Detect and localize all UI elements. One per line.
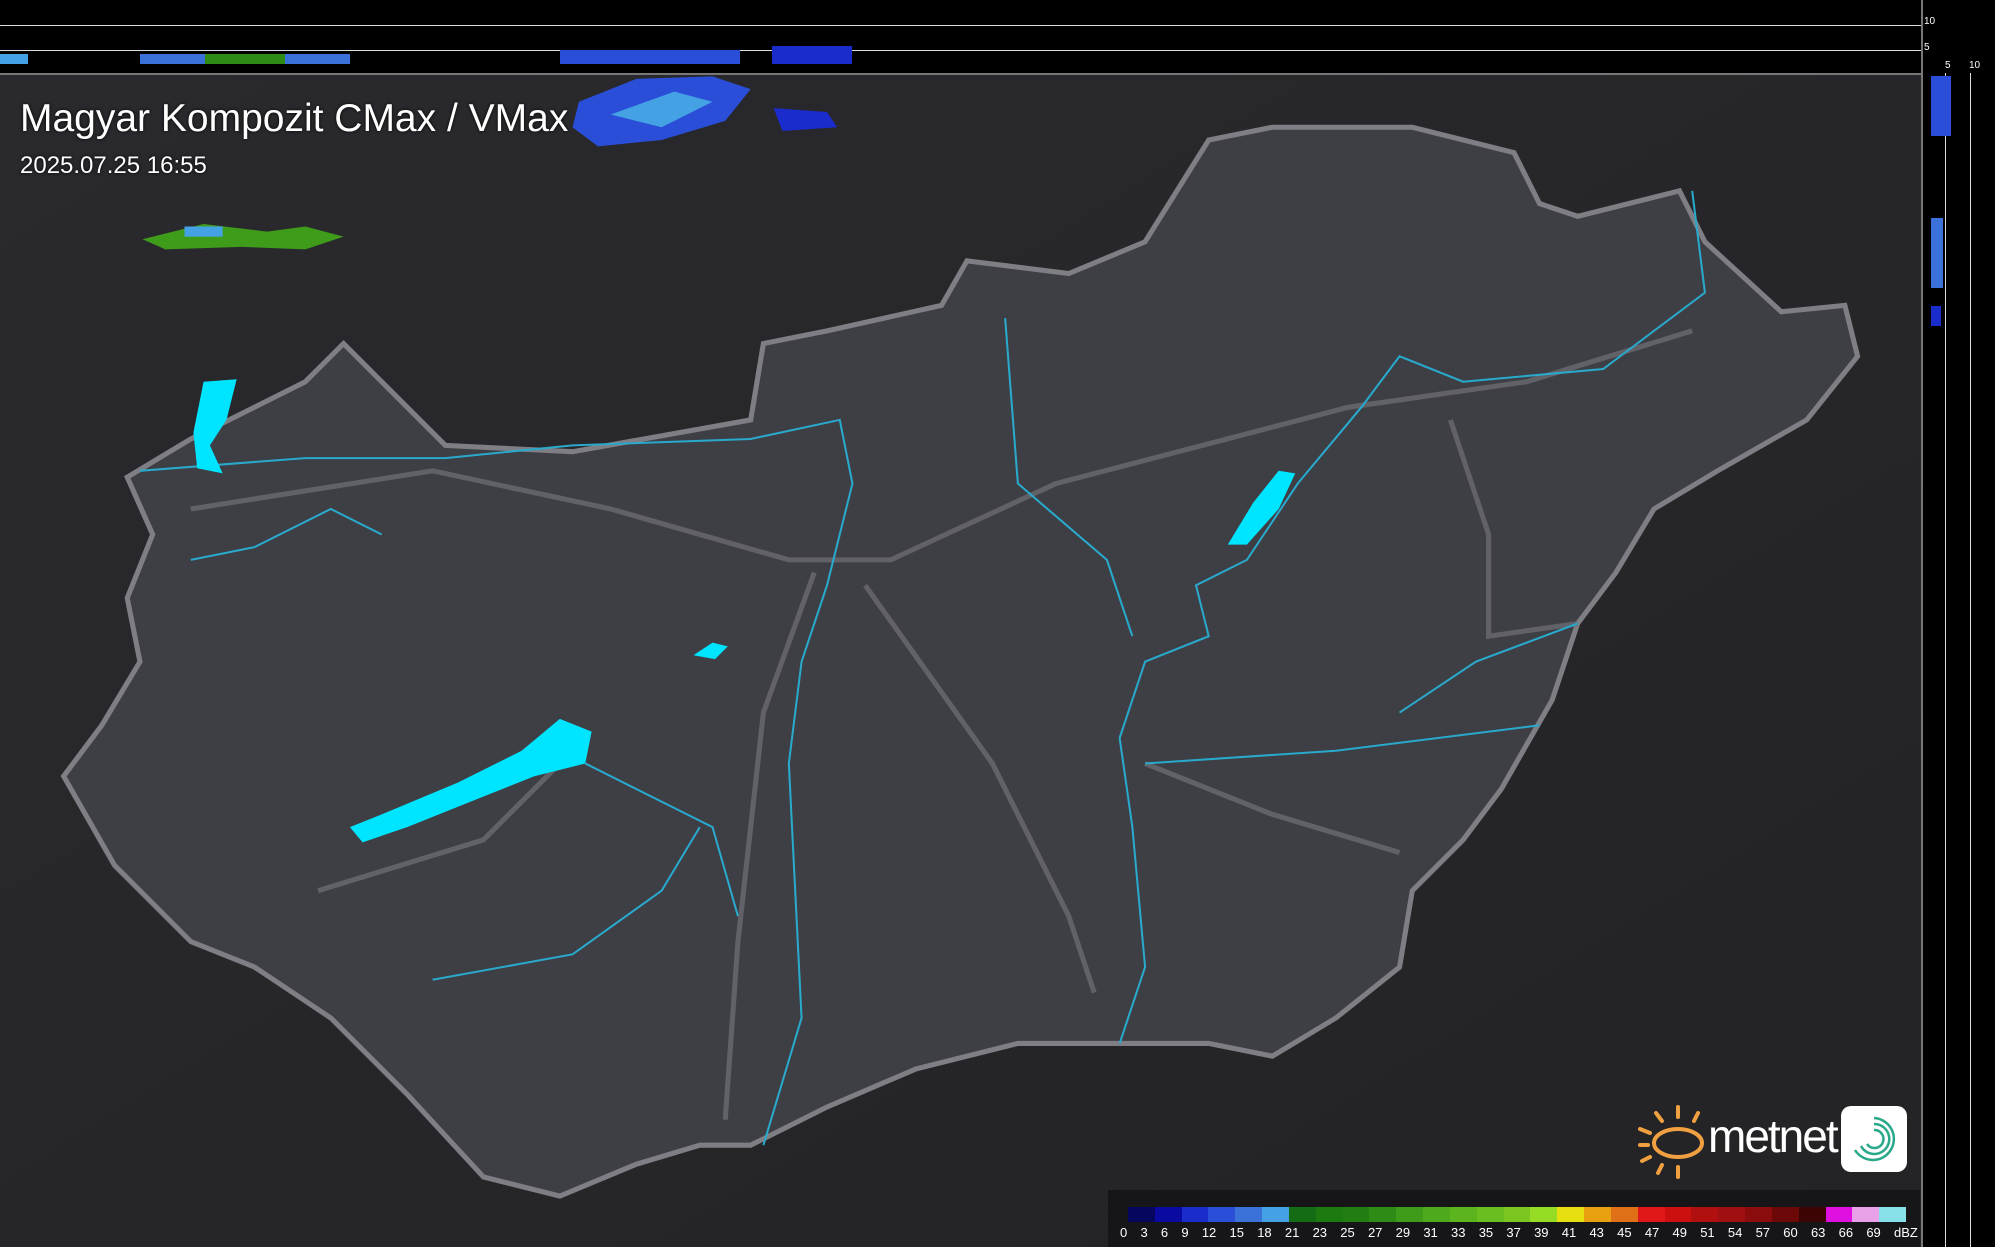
legend-swatch: [1745, 1207, 1772, 1222]
legend-swatch: [1396, 1207, 1424, 1222]
legend-swatch: [1825, 1207, 1853, 1222]
echo-profile: [1931, 218, 1943, 288]
legend-label: 54: [1727, 1225, 1743, 1240]
legend-label: 43: [1589, 1225, 1604, 1240]
legend-swatch: [1154, 1207, 1182, 1222]
legend-label: 0: [1120, 1225, 1128, 1240]
legend-label: 29: [1395, 1225, 1411, 1240]
legend-label: 3: [1140, 1225, 1148, 1240]
legend-label: 37: [1506, 1225, 1521, 1240]
legend-swatch: [1128, 1207, 1155, 1222]
legend-label: 57: [1755, 1225, 1771, 1240]
legend-label: 15: [1229, 1225, 1244, 1240]
axis-label: 10: [1924, 16, 1936, 27]
legend-swatch: [1530, 1207, 1558, 1222]
legend-label: 39: [1534, 1225, 1549, 1240]
legend-color-bar: [1128, 1207, 1907, 1222]
legend-swatch: [1449, 1207, 1477, 1222]
top-profile-strip: [0, 0, 1921, 75]
legend-swatch: [1664, 1207, 1692, 1222]
legend-label: 18: [1257, 1225, 1272, 1240]
app-icon: [1841, 1106, 1907, 1172]
brand-name: metnet: [1708, 1110, 1839, 1162]
gridline: [0, 25, 1921, 26]
legend-label: 9: [1181, 1225, 1189, 1240]
legend-label: 12: [1201, 1225, 1217, 1240]
legend-swatch: [1771, 1207, 1799, 1222]
gridline: [0, 50, 1921, 51]
axis-label: 10: [1969, 60, 1981, 71]
timestamp: 2025.07.25 16:55: [20, 152, 207, 179]
echo-profile: [772, 46, 852, 64]
legend-swatch: [1342, 1207, 1370, 1222]
legend-label: 31: [1423, 1225, 1438, 1240]
legend-swatch: [1315, 1207, 1343, 1222]
gridline: [1945, 73, 1946, 1247]
axis-label: 5: [1924, 42, 1930, 53]
lake-tisza: [1227, 470, 1296, 545]
legend-unit: dBZ: [1894, 1225, 1918, 1240]
echo-profile: [205, 54, 285, 64]
legend-swatch: [1798, 1207, 1826, 1222]
legend-swatch: [1235, 1207, 1263, 1222]
legend-label: 49: [1672, 1225, 1687, 1240]
legend-swatch: [1637, 1207, 1665, 1222]
right-profile-strip: 5 10: [1921, 0, 1995, 1247]
rivers: [139, 190, 1706, 1146]
legend-swatch: [1691, 1207, 1719, 1222]
legend-swatch: [1476, 1207, 1504, 1222]
legend-label: 51: [1700, 1225, 1715, 1240]
legend-label: 25: [1340, 1225, 1355, 1240]
lake-neusiedl: [193, 379, 237, 474]
legend-label: 47: [1644, 1225, 1660, 1240]
legend-swatch: [1208, 1207, 1236, 1222]
legend-label: 35: [1478, 1225, 1494, 1240]
legend-swatch: [1181, 1207, 1209, 1222]
legend-label: 41: [1561, 1225, 1577, 1240]
swirl-icon: [1853, 1116, 1896, 1162]
legend-label: 27: [1367, 1225, 1383, 1240]
lakes: [193, 379, 1296, 843]
legend-label: 6: [1160, 1225, 1169, 1240]
legend-swatch: [1423, 1207, 1450, 1222]
legend-label: 66: [1838, 1225, 1854, 1240]
legend-swatch: [1288, 1207, 1316, 1222]
echo-profile: [1931, 306, 1941, 326]
echo-profile: [1931, 76, 1951, 136]
legend-swatch: [1718, 1207, 1746, 1222]
axis-label: 5: [1945, 60, 1951, 71]
legend-label: 63: [1810, 1225, 1826, 1240]
legend-swatch: [1557, 1207, 1585, 1222]
legend-label: 23: [1312, 1225, 1328, 1240]
legend-label: 33: [1451, 1225, 1466, 1240]
legend-swatch: [1584, 1207, 1611, 1222]
legend-swatch: [1879, 1207, 1907, 1222]
lake-balaton: [349, 718, 592, 843]
echo-profile: [0, 54, 28, 64]
legend-swatch: [1262, 1207, 1289, 1222]
precipitation-echoes: [142, 76, 838, 250]
legend-swatch: [1610, 1207, 1638, 1222]
metnet-logo: metnet: [1636, 1103, 1916, 1179]
map-title: Magyar Kompozit CMax / VMax: [20, 97, 569, 140]
dbz-color-legend: 0 3 6 9 12 15 18 21 23 25 27 29 31 33 35 37 39 41 43 45 47 49…: [1108, 1190, 1920, 1247]
legend-label: 60: [1783, 1225, 1798, 1240]
county-borders: [190, 328, 1693, 1120]
sun-icon: [1638, 1105, 1704, 1179]
legend-swatch: [1503, 1207, 1531, 1222]
legend-labels: 0 3 6 9 12 15 18 21 23 25 27 29 31 33 35 37 39 41 43 45 47 49…: [1120, 1225, 1918, 1241]
echo-profile: [560, 50, 740, 64]
legend-label: 69: [1866, 1225, 1881, 1240]
gridline: [1970, 73, 1971, 1247]
legend-label: 21: [1284, 1225, 1300, 1240]
legend-swatch: [1852, 1207, 1880, 1222]
legend-swatch: [1369, 1207, 1397, 1222]
legend-label: 45: [1617, 1225, 1632, 1240]
